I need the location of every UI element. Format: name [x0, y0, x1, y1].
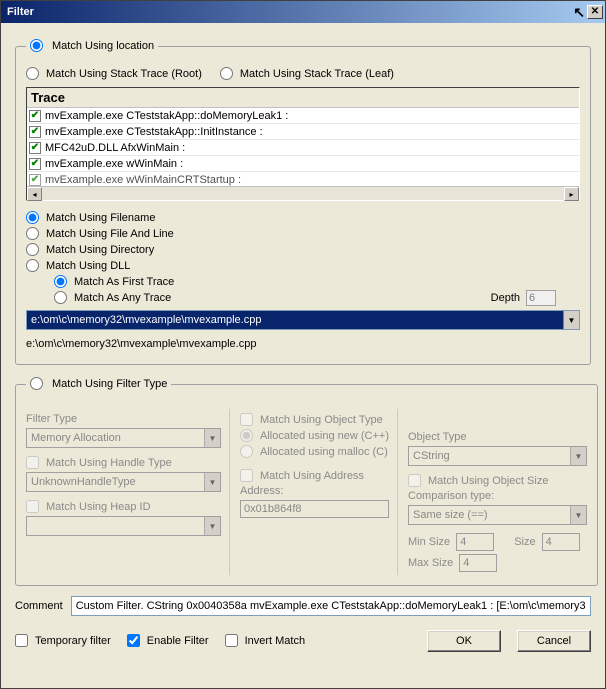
trace-row[interactable]: ✔mvExample.exe wWinMainCRTStartup :: [27, 172, 579, 186]
comment-input[interactable]: [71, 596, 591, 616]
address-label: Address:: [240, 485, 389, 497]
alloc-new-label: Allocated using new (C++): [260, 430, 389, 442]
match-dll-label: Match Using DLL: [46, 260, 130, 272]
scroll-right-icon[interactable]: ▸: [564, 187, 579, 201]
object-type-combo: CString▼: [408, 446, 587, 466]
depth-label: Depth: [491, 292, 520, 304]
alloc-malloc-label: Allocated using malloc (C): [260, 446, 388, 458]
enable-filter-check[interactable]: [127, 634, 140, 647]
match-filtertype-label: Match Using Filter Type: [50, 378, 167, 390]
trace-header: Trace: [27, 88, 579, 108]
chevron-down-icon: ▼: [204, 473, 220, 491]
filter-dialog: Filter ↖ ✕ Match Using location Match Us…: [0, 0, 606, 689]
any-trace-radio[interactable]: [54, 291, 67, 304]
any-trace-label: Match As Any Trace: [74, 292, 171, 304]
trace-row[interactable]: ✔mvExample.exe wWinMain :: [27, 156, 579, 172]
temporary-filter-check[interactable]: [15, 634, 28, 647]
address-check: [240, 469, 253, 482]
chevron-down-icon: ▼: [204, 429, 220, 447]
match-fileline-radio[interactable]: [26, 227, 39, 240]
filter-type-combo: Memory Allocation▼: [26, 428, 221, 448]
heap-id-combo: ▼: [26, 516, 221, 536]
trace-list[interactable]: Trace ✔mvExample.exe CTeststakApp::doMem…: [26, 87, 580, 201]
match-directory-radio[interactable]: [26, 243, 39, 256]
max-size-label: Max Size: [408, 557, 453, 569]
match-root-radio[interactable]: [26, 67, 39, 80]
chevron-down-icon: ▼: [570, 447, 586, 465]
min-size-label: Min Size: [408, 536, 450, 548]
check-icon[interactable]: ✔: [29, 174, 41, 186]
address-input: [240, 500, 389, 518]
depth-input: [526, 290, 556, 306]
heap-id-label: Match Using Heap ID: [46, 501, 151, 513]
path-combo[interactable]: e:\om\c\memory32\mvexample\mvexample.cpp…: [26, 310, 580, 330]
close-button[interactable]: ✕: [587, 5, 603, 19]
object-size-check: [408, 474, 421, 487]
path-combo-value: e:\om\c\memory32\mvexample\mvexample.cpp: [31, 314, 563, 326]
invert-match-check[interactable]: [225, 634, 238, 647]
cancel-button[interactable]: Cancel: [517, 630, 591, 652]
trace-row[interactable]: ✔mvExample.exe CTeststakApp::doMemoryLea…: [27, 108, 579, 124]
match-dll-radio[interactable]: [26, 259, 39, 272]
match-filename-label: Match Using Filename: [46, 212, 155, 224]
min-size-input: [456, 533, 494, 551]
comment-label: Comment: [15, 600, 63, 612]
match-root-label: Match Using Stack Trace (Root): [46, 68, 202, 80]
chevron-down-icon[interactable]: ▼: [563, 311, 579, 329]
match-leaf-label: Match Using Stack Trace (Leaf): [240, 68, 394, 80]
location-group: Match Using location Match Using Stack T…: [15, 37, 591, 365]
alloc-new-radio: [240, 429, 253, 442]
object-size-label: Match Using Object Size: [428, 475, 548, 487]
filter-type-group: Match Using Filter Type Filter Type Memo…: [15, 375, 598, 586]
match-leaf-radio[interactable]: [220, 67, 233, 80]
temporary-filter-label: Temporary filter: [35, 635, 111, 647]
h-scrollbar[interactable]: ◂ ▸: [27, 186, 579, 200]
check-icon[interactable]: ✔: [29, 110, 41, 122]
match-location-radio[interactable]: [30, 39, 43, 52]
alloc-malloc-radio: [240, 445, 253, 458]
comparison-combo: Same size (==)▼: [408, 505, 587, 525]
comparison-label: Comparison type:: [408, 490, 587, 502]
handle-type-check: [26, 456, 39, 469]
enable-filter-label: Enable Filter: [147, 635, 209, 647]
heap-id-check: [26, 500, 39, 513]
match-directory-label: Match Using Directory: [46, 244, 154, 256]
max-size-input: [459, 554, 497, 572]
match-location-label: Match Using location: [50, 40, 154, 52]
titlebar: Filter ↖ ✕: [1, 1, 605, 23]
chevron-down-icon: ▼: [570, 506, 586, 524]
check-icon[interactable]: ✔: [29, 142, 41, 154]
check-icon[interactable]: ✔: [29, 158, 41, 170]
object-type-check-label: Match Using Object Type: [260, 414, 383, 426]
size-input: [542, 533, 580, 551]
scroll-left-icon[interactable]: ◂: [27, 187, 42, 201]
ok-button[interactable]: OK: [427, 630, 501, 652]
filter-type-label: Filter Type: [26, 413, 221, 425]
check-icon[interactable]: ✔: [29, 126, 41, 138]
match-fileline-label: Match Using File And Line: [46, 228, 174, 240]
chevron-down-icon: ▼: [204, 517, 220, 535]
window-title: Filter: [7, 6, 587, 18]
address-check-label: Match Using Address: [260, 470, 364, 482]
first-trace-radio[interactable]: [54, 275, 67, 288]
invert-match-label: Invert Match: [245, 635, 306, 647]
object-type-label: Object Type: [408, 431, 587, 443]
size-label: Size: [514, 536, 535, 548]
match-filename-radio[interactable]: [26, 211, 39, 224]
first-trace-label: Match As First Trace: [74, 276, 174, 288]
path-label: e:\om\c\memory32\mvexample\mvexample.cpp: [26, 338, 580, 350]
trace-row[interactable]: ✔mvExample.exe CTeststakApp::InitInstanc…: [27, 124, 579, 140]
object-type-check: [240, 413, 253, 426]
handle-type-label: Match Using Handle Type: [46, 457, 172, 469]
match-filtertype-radio[interactable]: [30, 377, 43, 390]
handle-type-combo: UnknownHandleType▼: [26, 472, 221, 492]
trace-row[interactable]: ✔MFC42uD.DLL AfxWinMain :: [27, 140, 579, 156]
